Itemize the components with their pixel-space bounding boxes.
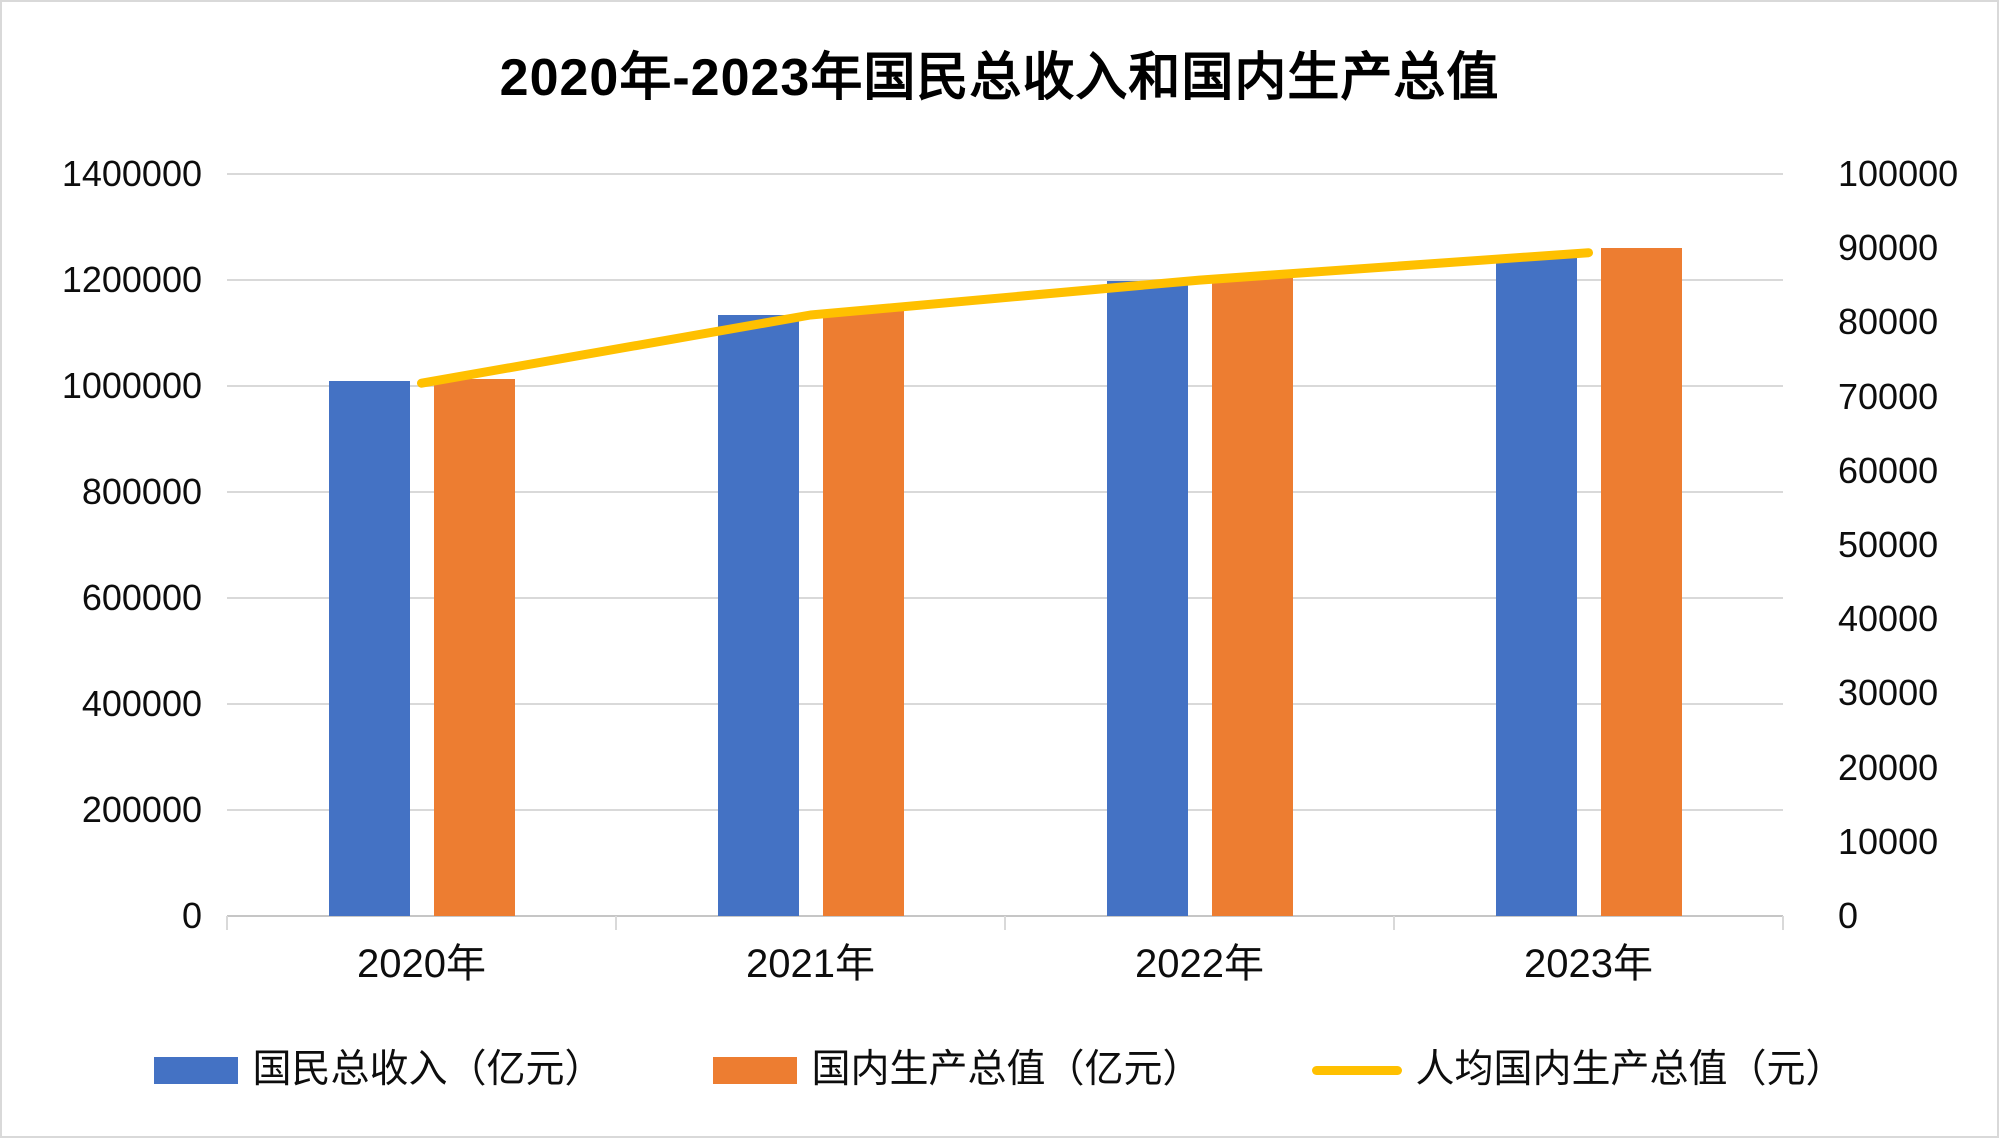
- legend-label: 国民总收入（亿元）: [252, 1048, 604, 1091]
- right-axis-tick-label: 20000: [1838, 746, 1939, 788]
- right-axis-tick-label: 80000: [1838, 301, 1939, 343]
- x-axis-label: 2021年: [746, 942, 875, 986]
- right-axis-tick-label: 90000: [1838, 227, 1939, 269]
- gridline: [227, 703, 1783, 705]
- gdp-bar: [433, 378, 515, 916]
- legend-line-swatch: [1311, 1065, 1402, 1075]
- legend-label: 国内生产总值（亿元）: [811, 1048, 1202, 1091]
- left-axis-tick-label: 600000: [81, 577, 202, 618]
- legend-item-per-capita-gdp: 人均国内生产总值（元）: [1311, 1046, 1845, 1094]
- right-axis-tick-label: 0: [1838, 895, 1859, 936]
- gridline: [227, 597, 1783, 599]
- legend: 国民总收入（亿元） 国内生产总值（亿元） 人均国内生产总值（元）: [2, 1046, 1997, 1094]
- x-axis-label: 2020年: [357, 942, 486, 986]
- bar-group-2020年: [227, 174, 616, 916]
- right-value-axis: 0 10000 20000 30000 40000 50000 60000 70000 8000…: [1838, 156, 1997, 934]
- category-axis: 2020年 2021年 2022年 2023年: [227, 940, 1783, 988]
- bar-group-2023年: [1394, 174, 1783, 916]
- bar-group-2021年: [616, 174, 1005, 916]
- left-axis-tick-label: 0: [181, 895, 202, 936]
- left-axis-tick-label: 400000: [81, 683, 202, 724]
- left-axis-tick-label: 800000: [81, 471, 202, 512]
- gdp-bar: [822, 309, 904, 916]
- right-axis-tick-label: 40000: [1838, 598, 1939, 640]
- right-axis-tick-label: 50000: [1838, 524, 1939, 565]
- gdp-bar: [1600, 247, 1682, 916]
- bar-group-2022年: [1005, 174, 1394, 916]
- x-axis-label: 2023年: [1524, 942, 1653, 986]
- right-axis-tick-label: 10000: [1838, 820, 1939, 862]
- gridline: [227, 173, 1783, 175]
- legend-item-gdp: 国内生产总值（亿元）: [713, 1046, 1202, 1094]
- gridline: [227, 491, 1783, 493]
- category-tick: [1393, 916, 1395, 930]
- bars-area: [227, 174, 1783, 916]
- x-axis-label: 2022年: [1135, 942, 1264, 986]
- left-axis-tick-label: 1200000: [61, 259, 202, 300]
- gdp-bar: [1211, 274, 1293, 916]
- right-axis-tick-label: 70000: [1838, 375, 1939, 417]
- legend-bar-swatch: [154, 1056, 239, 1084]
- legend-item-gni: 国民总收入（亿元）: [154, 1046, 603, 1094]
- right-axis-tick-label: 60000: [1838, 449, 1939, 491]
- left-value-axis: 0 200000 400000 600000 800000 1000000 1200000 1…: [2, 156, 202, 934]
- category-tick: [226, 916, 228, 930]
- chart-title: 2020年-2023年国民总收入和国内生产总值: [499, 49, 1500, 107]
- gni-bar: [1106, 281, 1188, 916]
- gni-bar: [328, 381, 410, 916]
- category-tick: [1004, 916, 1006, 930]
- right-axis-tick-label: 30000: [1838, 672, 1939, 714]
- gni-bar: [1495, 256, 1577, 916]
- plot-area: [226, 173, 1784, 930]
- legend-bar-swatch: [713, 1056, 798, 1084]
- left-axis-tick-label: 1400000: [61, 153, 202, 194]
- legend-label: 人均国内生产总值（元）: [1415, 1048, 1845, 1091]
- category-tick: [1782, 916, 1784, 930]
- gridline: [227, 809, 1783, 811]
- left-axis-tick-label: 200000: [81, 789, 202, 830]
- right-axis-tick-label: 100000: [1838, 153, 1959, 194]
- gni-bar: [717, 315, 799, 916]
- left-axis-tick-label: 1000000: [61, 365, 202, 406]
- category-tick: [615, 916, 617, 930]
